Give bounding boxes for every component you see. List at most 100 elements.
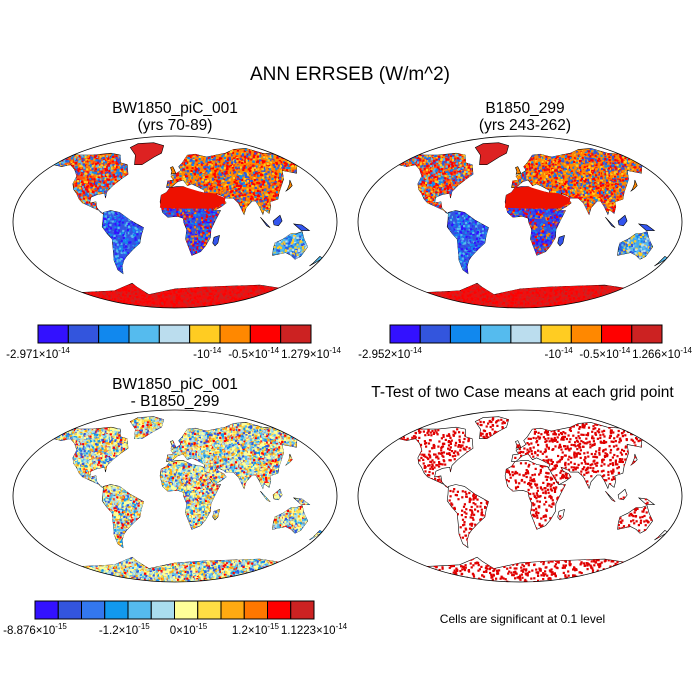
- grid-cell: [276, 178, 279, 181]
- grid-cell: [235, 191, 238, 195]
- grid-cell: [97, 161, 100, 164]
- grid-cell: [77, 168, 80, 171]
- grid-cell: [241, 156, 244, 159]
- grid-cell: [277, 168, 280, 171]
- grid-cell: [257, 160, 260, 163]
- grid-cell: [77, 184, 80, 187]
- grid-cell: [98, 160, 101, 163]
- grid-cell: [245, 160, 248, 163]
- grid-cell: [87, 168, 90, 171]
- grid-cell: [242, 204, 245, 207]
- grid-cell: [219, 205, 223, 208]
- grid-cell: [75, 168, 78, 171]
- grid-cell: [239, 157, 242, 160]
- grid-cell: [269, 161, 272, 164]
- grid-cell: [302, 149, 305, 152]
- grid-cell: [261, 183, 264, 186]
- grid-cell: [271, 188, 274, 191]
- grid-cell: [184, 157, 187, 160]
- grid-cell: [272, 186, 275, 189]
- grid-cell: [264, 166, 268, 169]
- grid-cell: [268, 200, 271, 203]
- grid-cell: [282, 150, 285, 154]
- grid-cell: [200, 184, 203, 187]
- grid-cell: [216, 170, 220, 173]
- grid-cell: [235, 190, 238, 193]
- grid-cell: [84, 176, 87, 180]
- grid-cell: [115, 165, 118, 168]
- grid-cell: [185, 175, 188, 178]
- grid-cell: [282, 167, 285, 170]
- grid-cell: [281, 153, 284, 156]
- grid-cell: [251, 185, 254, 188]
- grid-cell: [244, 160, 247, 163]
- grid-cell: [182, 175, 185, 178]
- grid-cell: [293, 171, 296, 174]
- grid-cell: [255, 152, 258, 155]
- grid-cell: [272, 148, 276, 151]
- panel-title-line2: - B1850_299: [40, 393, 310, 410]
- grid-cell: [96, 159, 99, 162]
- grid-cell: [88, 160, 91, 163]
- grid-cell: [287, 164, 290, 167]
- grid-cell: [295, 149, 298, 153]
- grid-cell: [247, 201, 250, 204]
- grid-cell: [302, 150, 305, 153]
- grid-cell: [102, 155, 105, 158]
- grid-cell: [200, 163, 203, 166]
- grid-cell: [245, 175, 248, 178]
- grid-cell: [295, 156, 298, 159]
- grid-cell: [228, 168, 232, 171]
- grid-cell: [126, 167, 128, 170]
- grid-cell: [202, 174, 205, 177]
- grid-cell: [263, 156, 266, 159]
- grid-cell: [274, 179, 277, 182]
- grid-cell: [267, 190, 270, 193]
- grid-cell: [262, 176, 265, 179]
- grid-cell: [229, 164, 233, 167]
- grid-cell: [248, 184, 252, 187]
- grid-cell: [237, 171, 240, 174]
- grid-cell: [247, 180, 250, 183]
- grid-cell: [255, 168, 258, 171]
- grid-cell: [180, 164, 183, 167]
- grid-cell: [77, 157, 80, 160]
- grid-cell: [267, 155, 270, 158]
- grid-cell: [111, 153, 114, 156]
- grid-cell: [277, 191, 280, 194]
- grid-cell: [260, 167, 263, 170]
- grid-cell: [235, 180, 238, 183]
- grid-cell: [264, 182, 267, 185]
- grid-cell: [108, 175, 111, 178]
- grid-cell: [209, 161, 212, 164]
- grid-cell: [287, 161, 290, 164]
- grid-cell: [209, 165, 212, 168]
- grid-cell: [199, 169, 203, 172]
- grid-cell: [258, 163, 261, 166]
- grid-cell: [120, 175, 123, 179]
- grid-cell: [273, 185, 276, 189]
- grid-cell: [99, 155, 102, 158]
- grid-cell: [220, 204, 223, 207]
- grid-cell: [261, 168, 264, 171]
- grid-cell: [220, 186, 223, 190]
- grid-cell: [61, 156, 64, 159]
- grid-cell: [102, 177, 105, 180]
- grid-cell: [291, 157, 294, 160]
- grid-cell: [205, 157, 209, 160]
- grid-cell: [237, 189, 240, 192]
- grid-cell: [238, 175, 241, 178]
- grid-cell: [89, 201, 92, 204]
- grid-cell: [247, 148, 250, 151]
- grid-cell: [222, 179, 225, 183]
- grid-cell: [102, 159, 105, 163]
- grid-cell: [112, 180, 115, 183]
- grid-cell: [262, 200, 265, 203]
- grid-cell: [200, 164, 203, 168]
- grid-cell: [223, 190, 226, 193]
- grid-cell: [273, 189, 276, 192]
- grid-cell: [191, 248, 194, 251]
- grid-cell: [101, 175, 104, 178]
- grid-cell: [238, 172, 241, 175]
- grid-cell: [89, 190, 92, 193]
